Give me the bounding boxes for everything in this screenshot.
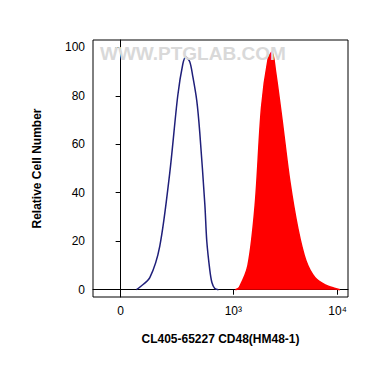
svg-text:0: 0	[117, 304, 124, 318]
svg-text:Relative Cell Number: Relative Cell Number	[30, 108, 44, 228]
svg-text:80: 80	[72, 89, 86, 103]
svg-text:100: 100	[65, 40, 85, 54]
svg-text:CL405-65227 CD48(HM48-1): CL405-65227 CD48(HM48-1)	[141, 332, 299, 346]
svg-text:60: 60	[72, 137, 86, 151]
svg-text:40: 40	[72, 186, 86, 200]
svg-text:20: 20	[72, 234, 86, 248]
svg-text:10³: 10³	[225, 304, 242, 318]
svg-text:10⁴: 10⁴	[328, 304, 347, 318]
svg-text:WWW.PTGLAB.COM: WWW.PTGLAB.COM	[100, 43, 286, 64]
svg-text:0: 0	[78, 283, 85, 297]
